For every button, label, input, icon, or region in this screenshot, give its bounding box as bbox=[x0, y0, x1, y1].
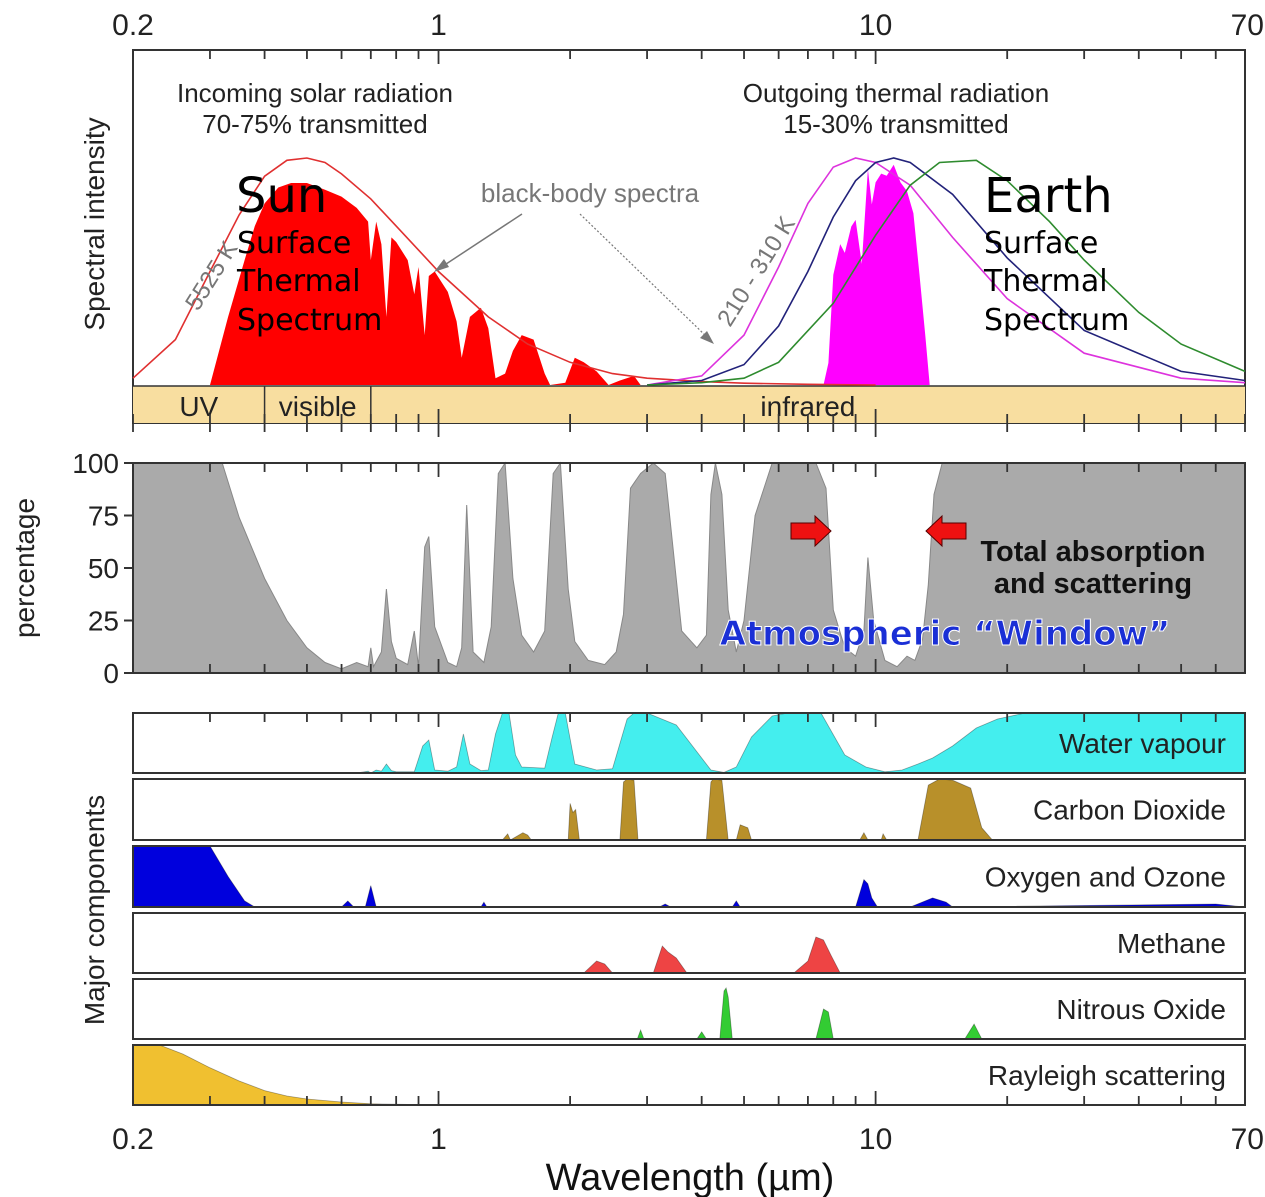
component-frame bbox=[132, 978, 1246, 1040]
x-ticks bbox=[132, 50, 1246, 1105]
x-tick-label-top: 70 bbox=[1231, 9, 1264, 42]
x-tick-label-top: 1 bbox=[430, 9, 447, 42]
earth-subtitle-line1: Surface bbox=[984, 226, 1098, 261]
percentage-ticks: 0 25 50 75 100 bbox=[72, 448, 133, 689]
blackbody-arrowhead-left bbox=[434, 259, 449, 272]
x-tick-label-top: 0.2 bbox=[112, 9, 154, 42]
sun-subtitle-line3: Spectrum bbox=[237, 303, 382, 338]
component-label: Oxygen and Ozone bbox=[985, 862, 1226, 893]
component-label: Carbon Dioxide bbox=[1033, 795, 1226, 826]
band-label-UV: UV bbox=[179, 391, 218, 422]
blackbody-arrow-left bbox=[439, 213, 523, 269]
sun-title: Sun bbox=[236, 168, 327, 224]
absorption-ylabel: percentage bbox=[9, 498, 40, 638]
component-box bbox=[133, 979, 1245, 1039]
y-tick-label: 75 bbox=[88, 501, 119, 532]
solar-caption-line2: 70-75% transmitted bbox=[202, 109, 427, 139]
y-tick-label: 100 bbox=[72, 448, 119, 479]
absorption-label-line1: Total absorption bbox=[980, 536, 1205, 568]
blackbody-label: black-body spectra bbox=[481, 178, 700, 208]
component-frame bbox=[132, 912, 1246, 974]
bands-bar bbox=[133, 386, 1245, 423]
blackbody-curves bbox=[132, 157, 1246, 386]
band-label-visible: visible bbox=[279, 391, 357, 422]
component-box bbox=[133, 846, 1245, 907]
blackbody-curve-310k bbox=[647, 159, 1246, 386]
component-box bbox=[133, 779, 1245, 840]
component-methane: Methane bbox=[132, 912, 1246, 974]
total-absorption-area bbox=[132, 461, 1246, 674]
thermal-caption-line1: Outgoing thermal radiation bbox=[743, 78, 1049, 108]
x-tick-label-bottom: 1 bbox=[430, 1123, 447, 1156]
thermal-caption-line2: 15-30% transmitted bbox=[783, 109, 1008, 139]
blackbody-arrowhead-right bbox=[700, 331, 714, 344]
top-tick-labels: 0.2 1 10 70 bbox=[112, 9, 1264, 42]
sun-subtitle-line2: Thermal bbox=[236, 264, 361, 299]
absorption-label-line2: and scattering bbox=[994, 568, 1192, 600]
absorption-panel: 0 25 50 75 100 Total absorption and scatteri… bbox=[9, 448, 1246, 689]
blackbody-arrow-right bbox=[579, 213, 709, 339]
y-tick-label: 25 bbox=[88, 606, 119, 637]
component-oxygen-and-ozone: Oxygen and Ozone bbox=[132, 845, 1246, 908]
component-box bbox=[133, 1045, 1245, 1105]
spectral-panel: UV visible infrared Incoming solar radiati… bbox=[79, 49, 1246, 424]
blackbody-curve-260k bbox=[647, 157, 1246, 386]
spectral-ylabel: Spectral intensity bbox=[79, 117, 110, 330]
x-tick-label-bottom: 0.2 bbox=[112, 1123, 154, 1156]
component-label: Water vapour bbox=[1059, 728, 1226, 759]
component-label: Rayleigh scattering bbox=[988, 1060, 1226, 1091]
atmospheric-window-label: Atmospheric “Window” bbox=[720, 614, 1171, 654]
window-arrow-left bbox=[925, 514, 967, 548]
blackbody-curve-5525k bbox=[132, 157, 876, 386]
component-frame bbox=[132, 712, 1246, 774]
y-tick-label: 50 bbox=[88, 553, 119, 584]
component-frame bbox=[132, 845, 1246, 908]
sun-subtitle-line1: Surface bbox=[237, 226, 351, 261]
earth-subtitle-line2: Thermal bbox=[983, 264, 1108, 299]
sun-transmitted-area bbox=[210, 183, 641, 385]
bottom-tick-labels: 0.2 1 10 70 bbox=[112, 1123, 1264, 1156]
x-tick-label-top: 10 bbox=[859, 9, 892, 42]
x-axis-label: Wavelength (µm) bbox=[546, 1157, 835, 1197]
component-nitrous-oxide: Nitrous Oxide bbox=[132, 978, 1246, 1040]
blackbody-curve-210k bbox=[646, 157, 1246, 386]
earth-title: Earth bbox=[984, 168, 1113, 224]
component-box bbox=[133, 913, 1245, 973]
component-frame bbox=[132, 778, 1246, 841]
y-tick-label: 0 bbox=[103, 658, 119, 689]
components-ylabel: Major components bbox=[79, 795, 110, 1025]
window-arrow-right bbox=[790, 514, 832, 548]
components-panel: Water vapour Carbon Dioxide Oxygen and Ozo… bbox=[132, 712, 1246, 1106]
component-water-vapour: Water vapour bbox=[132, 712, 1246, 774]
x-tick-label-bottom: 10 bbox=[859, 1123, 892, 1156]
component-label: Methane bbox=[1117, 928, 1226, 959]
solar-caption-line1: Incoming solar radiation bbox=[177, 78, 453, 108]
wavelength-bands: UV visible infrared bbox=[133, 385, 1245, 423]
earth-subtitle-line3: Spectrum bbox=[984, 303, 1129, 338]
component-label: Nitrous Oxide bbox=[1056, 994, 1226, 1025]
component-rayleigh-scattering: Rayleigh scattering bbox=[132, 1044, 1246, 1106]
earth-transmitted-area bbox=[823, 164, 930, 385]
component-carbon-dioxide: Carbon Dioxide bbox=[132, 778, 1246, 841]
x-tick-label-bottom: 70 bbox=[1231, 1123, 1264, 1156]
component-frame bbox=[132, 1044, 1246, 1106]
